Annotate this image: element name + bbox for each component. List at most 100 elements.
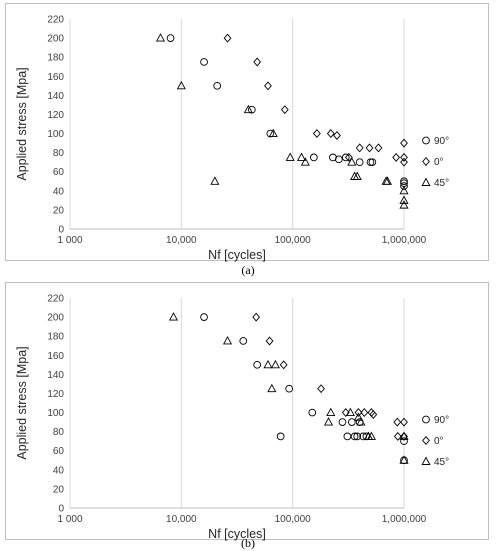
data-point-circle bbox=[400, 182, 408, 190]
x-tick-label: 100,000 bbox=[275, 514, 312, 525]
x-tick-label: 100,000 bbox=[275, 235, 312, 246]
data-point-diamond bbox=[400, 157, 408, 167]
data-point-circle bbox=[308, 408, 317, 417]
data-point-triangle bbox=[155, 33, 166, 42]
y-tick-label: 20 bbox=[53, 205, 65, 216]
data-point-diamond bbox=[252, 312, 261, 322]
data-point-circle bbox=[400, 437, 408, 446]
data-point-circle bbox=[347, 418, 356, 426]
data-point-circle bbox=[368, 158, 377, 167]
y-tick-label: 120 bbox=[47, 389, 64, 400]
data-point-diamond bbox=[341, 408, 350, 418]
y-tick-label: 200 bbox=[47, 34, 64, 45]
data-point-diamond bbox=[369, 409, 378, 419]
y-axis-title: Applied stress [Mpa] bbox=[15, 346, 29, 459]
y-tick-label: 220 bbox=[47, 294, 64, 305]
y-axis-title: Applied stress [Mpa] bbox=[15, 67, 29, 180]
x-tick-label: 1,000,000 bbox=[382, 235, 427, 246]
legend-label: 45° bbox=[434, 457, 449, 468]
legend-marker-circle bbox=[422, 136, 430, 145]
y-tick-label: 140 bbox=[47, 370, 64, 381]
data-point-triangle bbox=[326, 407, 336, 416]
data-point-triangle bbox=[382, 176, 392, 185]
data-point-diamond bbox=[400, 138, 408, 148]
data-point-circle bbox=[350, 432, 359, 441]
data-point-diamond bbox=[312, 129, 321, 139]
x-tick-label: 1,000,000 bbox=[382, 514, 427, 525]
data-point-triangle bbox=[399, 455, 409, 464]
data-point-diamond bbox=[374, 143, 383, 153]
data-point-circle bbox=[353, 432, 362, 441]
data-point-diamond bbox=[280, 105, 289, 115]
data-point-diamond bbox=[355, 143, 364, 153]
y-tick-label: 220 bbox=[47, 15, 64, 26]
chart-panel-a: 0 20 40 60 80 100 120 140 160 180 200 220 1 000 10,00… bbox=[5, 3, 489, 263]
data-point-triangle bbox=[366, 431, 376, 440]
y-tick-label: 80 bbox=[53, 148, 65, 159]
data-point-diamond bbox=[264, 81, 272, 91]
data-point-triangle bbox=[300, 157, 310, 166]
data-point-diamond bbox=[400, 417, 408, 427]
data-point-circle bbox=[200, 313, 208, 321]
data-point-triangle bbox=[222, 336, 233, 345]
data-point-triangle bbox=[168, 312, 179, 321]
y-tick-label: 100 bbox=[47, 408, 64, 419]
data-point-diamond bbox=[365, 143, 374, 153]
legend-marker-circle bbox=[422, 415, 430, 424]
data-point-triangle bbox=[347, 157, 357, 166]
data-point-circle bbox=[366, 158, 375, 167]
x-tick-label: 10,000 bbox=[166, 514, 197, 525]
y-tick-label: 180 bbox=[47, 332, 64, 343]
y-tick-label: 40 bbox=[53, 186, 65, 197]
data-point-circle bbox=[400, 177, 408, 186]
data-point-triangle bbox=[268, 128, 278, 137]
y-tick-label: 0 bbox=[58, 504, 64, 515]
data-point-circle bbox=[276, 432, 285, 441]
chart-b-svg: 0 20 40 60 80 100 120 140 160 180 200 220 1 000 10,00… bbox=[15, 294, 449, 542]
x-tick-label: 1 000 bbox=[57, 235, 82, 246]
data-point-circle bbox=[355, 158, 364, 167]
data-point-circle bbox=[253, 360, 262, 369]
y-tick-label: 60 bbox=[53, 167, 65, 178]
data-point-diamond bbox=[326, 129, 335, 139]
data-point-circle bbox=[310, 153, 318, 162]
y-tick-label: 0 bbox=[58, 225, 64, 236]
legend-marker-triangle bbox=[421, 177, 431, 186]
data-point-triangle bbox=[353, 412, 364, 421]
data-point-diamond bbox=[354, 408, 363, 418]
legend-label: 90° bbox=[434, 136, 449, 147]
x-axis-title: Nf [cycles] bbox=[208, 527, 266, 541]
data-point-triangle bbox=[399, 185, 409, 195]
data-point-diamond bbox=[393, 431, 402, 441]
data-point-diamond bbox=[392, 152, 401, 162]
legend-label: 0° bbox=[434, 157, 444, 168]
data-point-circle bbox=[285, 384, 294, 393]
y-tick-label: 140 bbox=[47, 91, 64, 102]
data-point-circle bbox=[335, 155, 343, 164]
chart-a-svg: 0 20 40 60 80 100 120 140 160 180 200 220 1 000 10,00… bbox=[15, 15, 449, 263]
data-point-triangle bbox=[350, 171, 360, 180]
data-point-diamond bbox=[253, 57, 262, 67]
y-tick-label: 120 bbox=[47, 110, 64, 121]
data-point-triangle bbox=[345, 407, 355, 416]
data-point-triangle bbox=[210, 176, 220, 185]
data-point-triangle bbox=[399, 200, 409, 209]
panel-caption-a: (a) bbox=[241, 263, 255, 277]
data-point-diamond bbox=[265, 336, 274, 346]
y-tick-label: 80 bbox=[53, 427, 65, 438]
legend-label: 45° bbox=[434, 178, 449, 189]
data-point-triangle bbox=[323, 417, 334, 426]
data-point-diamond bbox=[223, 33, 232, 43]
legend-marker-triangle bbox=[421, 456, 431, 465]
legend-label: 90° bbox=[434, 415, 449, 426]
data-point-triangle bbox=[263, 359, 273, 369]
data-point-diamond bbox=[279, 360, 288, 370]
legend-marker-diamond bbox=[422, 157, 430, 166]
data-point-triangle bbox=[285, 152, 295, 161]
data-point-triangle bbox=[243, 104, 253, 114]
data-point-diamond bbox=[400, 152, 408, 162]
data-point-diamond bbox=[393, 417, 402, 427]
data-point-circle bbox=[343, 432, 352, 441]
data-point-circle bbox=[166, 34, 175, 42]
data-point-circle bbox=[239, 337, 248, 345]
